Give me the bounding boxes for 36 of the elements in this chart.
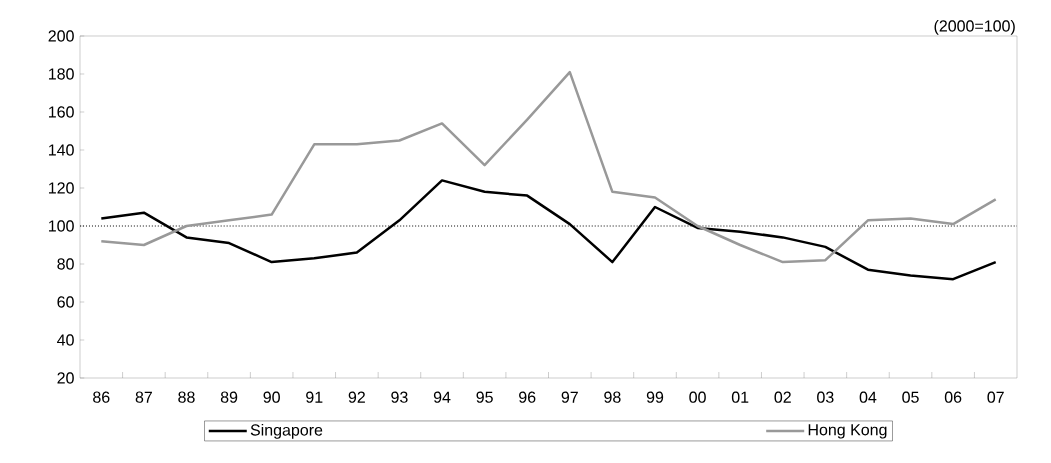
x-tick-label: 89 xyxy=(220,391,238,403)
x-tick-label: 01 xyxy=(731,391,749,403)
y-tick-label: 180 xyxy=(48,68,74,80)
x-tick-label: 98 xyxy=(604,391,621,403)
x-tick-label: 97 xyxy=(561,391,578,403)
y-tick-label: 120 xyxy=(48,182,74,194)
y-tick-label: 140 xyxy=(48,144,74,156)
x-tick-label: 91 xyxy=(306,391,323,403)
x-tick-label: 92 xyxy=(348,391,365,403)
x-tick-label: 99 xyxy=(646,391,664,403)
y-tick-label: 160 xyxy=(48,106,74,118)
x-tick-label: 04 xyxy=(859,391,877,403)
x-tick-label: 87 xyxy=(135,391,152,403)
y-tick-label: 100 xyxy=(48,220,74,232)
y-tick-label: 80 xyxy=(57,258,74,270)
x-tick-label: 00 xyxy=(689,391,706,403)
x-tick-label: 96 xyxy=(519,391,536,403)
text: (2000=100) xyxy=(934,19,1015,35)
x-tick-label: 07 xyxy=(987,391,1004,403)
line-series xyxy=(100,70,997,264)
x-tick-label: 06 xyxy=(944,391,962,403)
legend-label: Hong Kong xyxy=(808,424,887,439)
x-tick-label: 03 xyxy=(817,391,834,403)
x-tick-label: 86 xyxy=(93,391,110,403)
legend-label: Singapore xyxy=(250,423,323,439)
x-tick-label: 90 xyxy=(263,391,280,403)
y-tick-label: 60 xyxy=(57,296,74,308)
x-tick-label: 05 xyxy=(902,391,919,403)
x-tick-label: 02 xyxy=(774,391,791,403)
x-tick-label: 88 xyxy=(178,391,195,403)
y-tick-label: 200 xyxy=(48,30,74,42)
y-tick-label: 20 xyxy=(57,372,74,384)
x-tick-label: 93 xyxy=(391,391,408,403)
x-tick-label: 95 xyxy=(476,391,493,403)
y-tick-label: 40 xyxy=(57,334,74,346)
x-tick-label: 94 xyxy=(433,391,451,403)
